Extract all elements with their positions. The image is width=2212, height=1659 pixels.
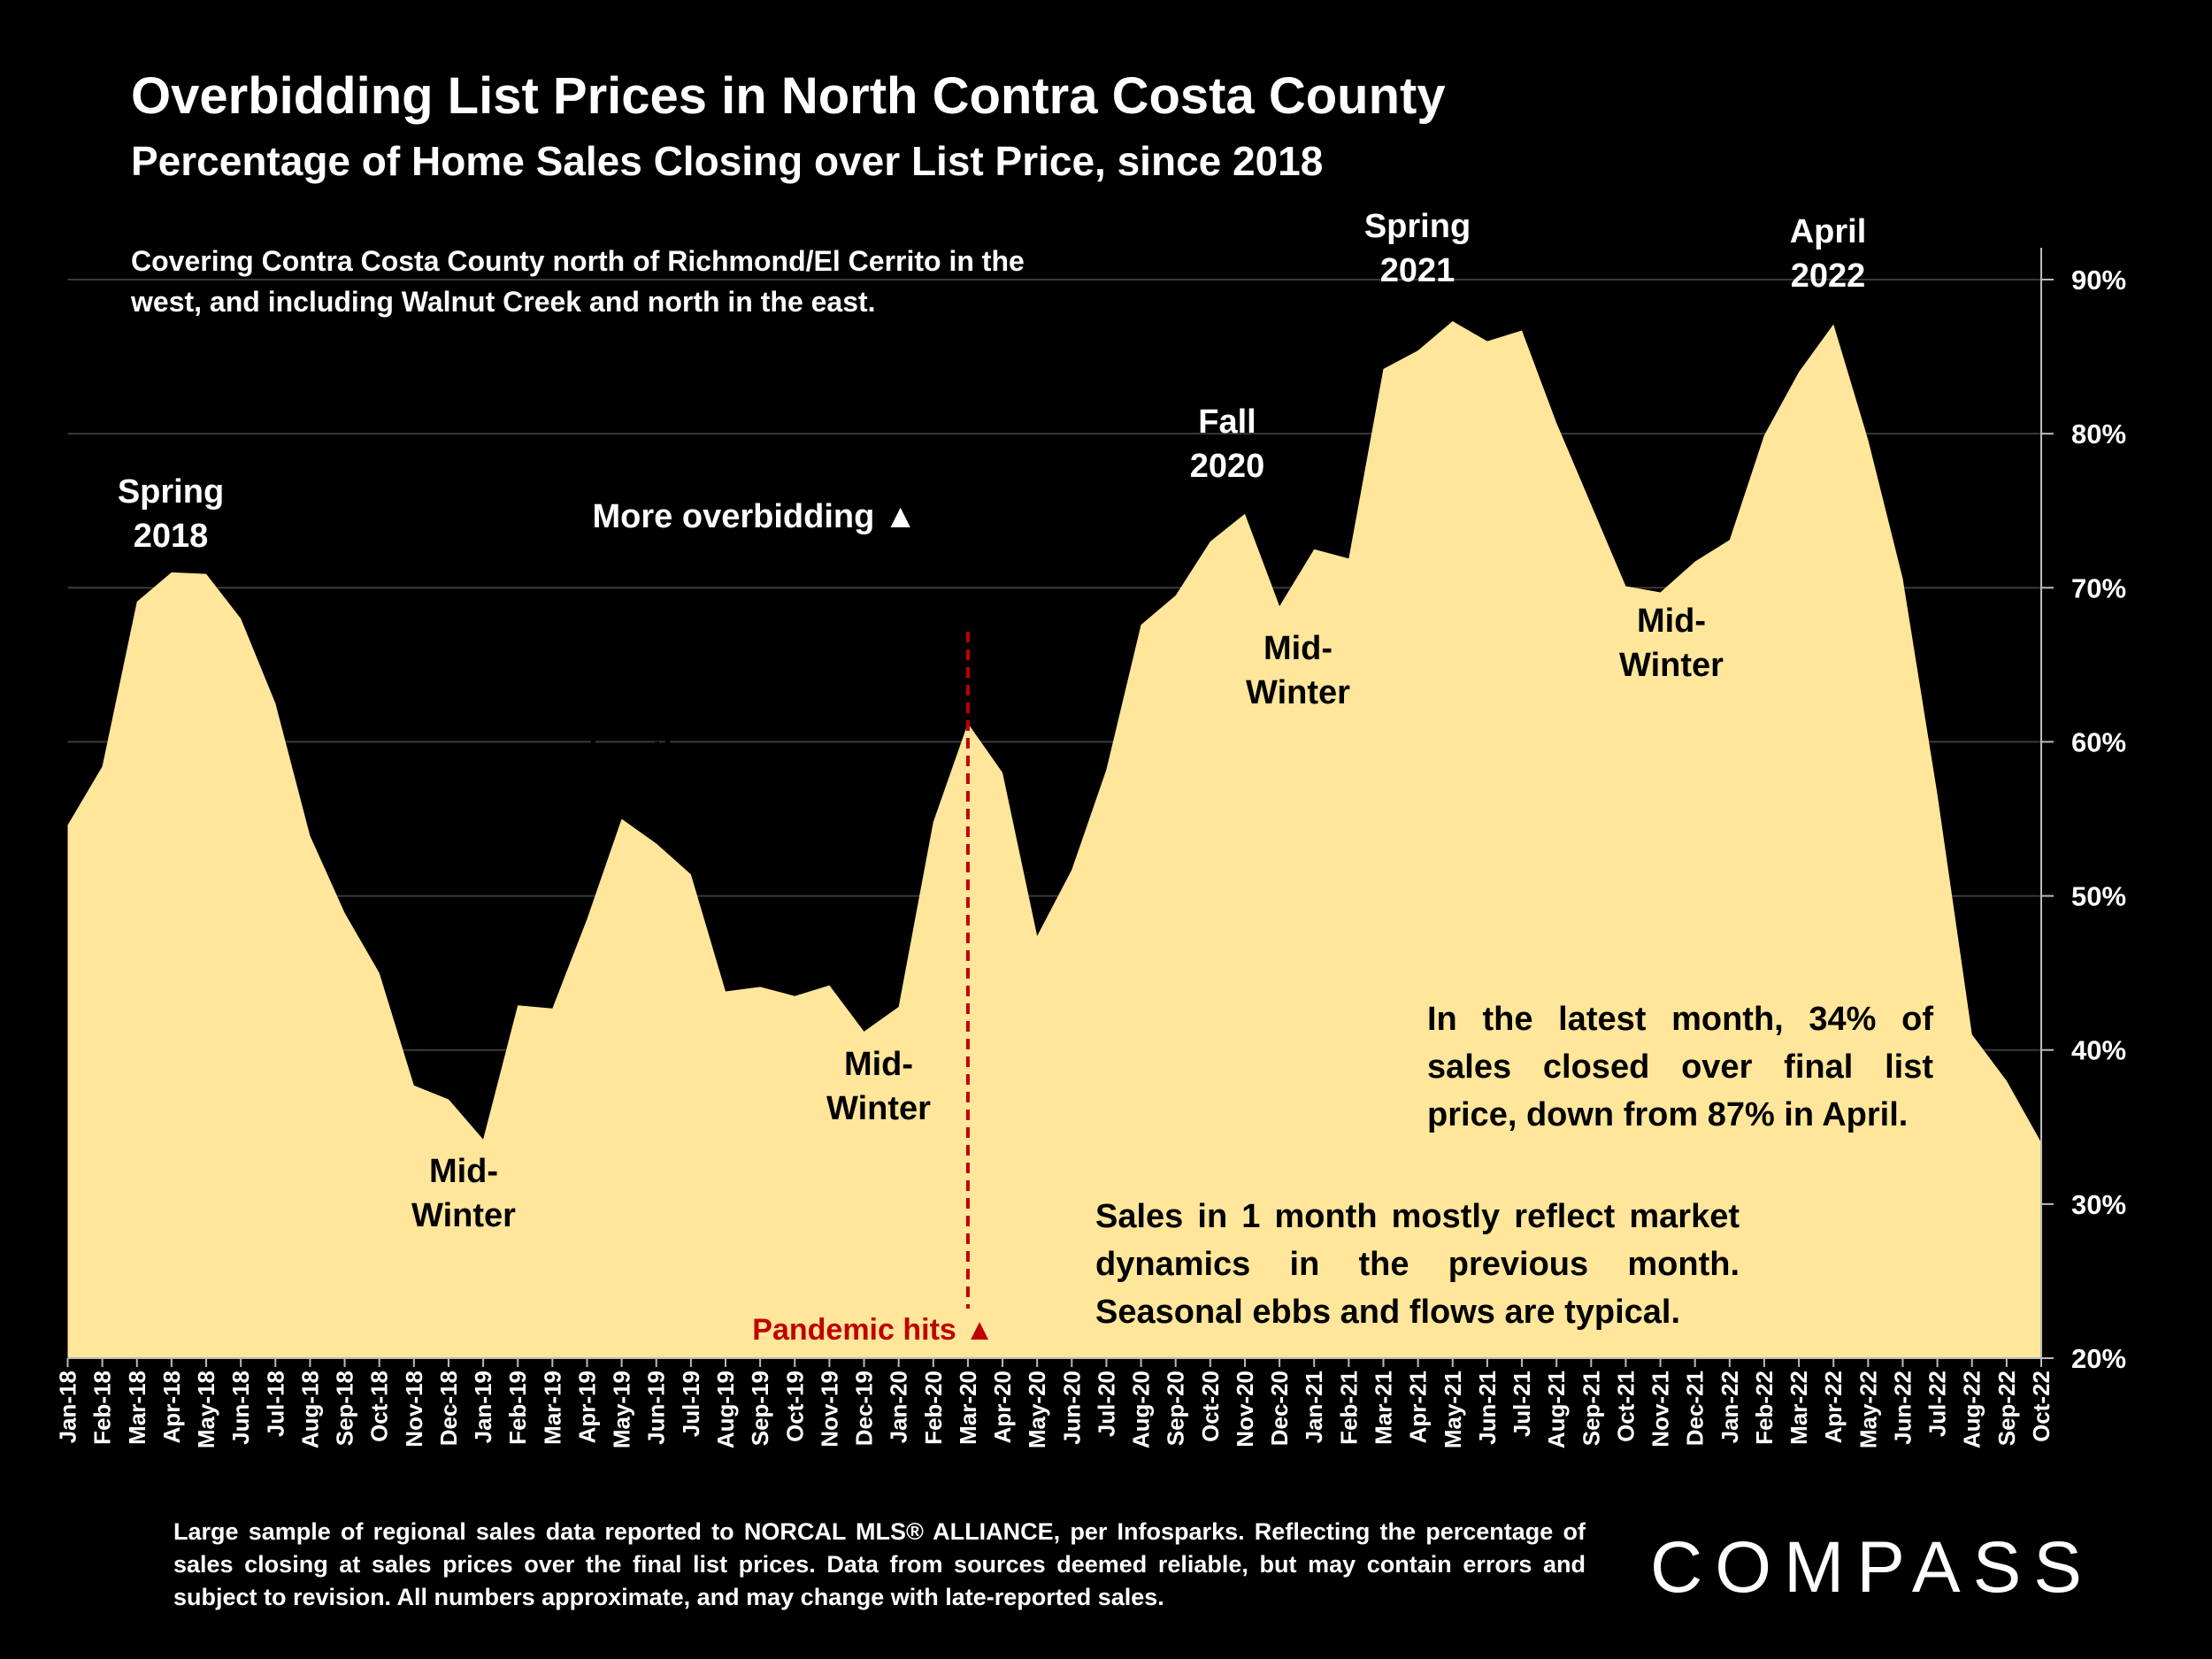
x-tick-label: Sep-21	[1578, 1371, 1604, 1446]
x-tick-label: Aug-20	[1128, 1371, 1155, 1448]
x-tick-label: Apr-18	[158, 1371, 185, 1443]
annotation: Mid-	[844, 1046, 913, 1083]
annotation: 2018	[134, 518, 209, 555]
x-tick-label: May-18	[193, 1371, 219, 1448]
x-tick-label: Jan-18	[55, 1371, 81, 1443]
y-tick-label: 20%	[2071, 1343, 2126, 1374]
x-tick-label: Jul-19	[678, 1371, 704, 1437]
x-tick-label: Jan-20	[886, 1371, 912, 1443]
annotation: Winter	[411, 1197, 516, 1234]
x-tick-label: Mar-22	[1786, 1371, 1812, 1445]
x-tick-label: Sep-22	[1993, 1371, 2020, 1446]
x-tick-label: Apr-19	[573, 1371, 600, 1443]
x-tick-label: Jun-20	[1058, 1371, 1085, 1445]
x-tick-label: Nov-18	[401, 1371, 427, 1448]
annotation: 2021	[1380, 252, 1455, 289]
x-tick-label: Oct-21	[1612, 1371, 1639, 1442]
seasonal-note: Sales in 1 month mostly reflect market d…	[1095, 1198, 1740, 1331]
x-tick-label: Jul-20	[1093, 1371, 1119, 1437]
x-tick-label: Feb-22	[1751, 1371, 1778, 1445]
chart-title: Overbidding List Prices in North Contra …	[131, 67, 1446, 125]
y-tick-label: 90%	[2071, 265, 2126, 296]
x-tick-label: Jan-22	[1717, 1371, 1743, 1443]
x-tick-label: Feb-20	[920, 1371, 947, 1445]
annotation: Spring	[118, 473, 224, 511]
annotation: April	[1790, 213, 1867, 250]
x-tick-label: May-21	[1440, 1371, 1466, 1448]
x-tick-label: Jun-22	[1889, 1371, 1916, 1445]
annotation: Mid-	[1263, 630, 1333, 667]
x-tick-label: Feb-18	[89, 1371, 116, 1445]
x-tick-label: Dec-18	[435, 1371, 462, 1446]
x-tick-label: Jun-18	[227, 1371, 254, 1445]
x-tick-label: Aug-21	[1543, 1371, 1570, 1448]
x-tick-label: Apr-22	[1820, 1371, 1847, 1443]
annotation: 2020	[1190, 448, 1265, 485]
y-tick-label: 50%	[2071, 881, 2126, 912]
latest-note: In the latest month, 34% of sales closed…	[1427, 1001, 1933, 1133]
area	[67, 321, 2041, 1359]
x-tick-label: Sep-20	[1163, 1371, 1189, 1446]
y-tick-label: 80%	[2071, 419, 2126, 449]
y-tick-label: 40%	[2071, 1035, 2126, 1066]
x-tick-label: May-22	[1855, 1371, 1881, 1448]
annotation: Mid-	[429, 1153, 498, 1190]
x-tick-label: Mar-20	[955, 1371, 981, 1445]
y-tick-label: 70%	[2071, 572, 2126, 603]
x-tick-label: Aug-18	[296, 1371, 323, 1448]
pandemic-label: Pandemic hits ▲	[752, 1313, 995, 1347]
x-tick-label: Jun-19	[643, 1371, 670, 1445]
annotation: 2019	[582, 755, 657, 792]
x-tick-label: Feb-21	[1335, 1371, 1362, 1445]
y-tick-label: 60%	[2071, 726, 2126, 757]
x-tick-label: Oct-19	[781, 1371, 808, 1442]
x-tick-label: Jun-21	[1474, 1371, 1501, 1445]
annotation: More overbidding ▲	[593, 498, 918, 535]
x-tick-label: Oct-22	[2028, 1371, 2055, 1442]
annotation: 2022	[1791, 257, 1866, 295]
x-tick-label: Mar-18	[124, 1371, 150, 1445]
x-tick-label: May-20	[1024, 1371, 1050, 1448]
x-tick-label: Mar-21	[1371, 1371, 1397, 1445]
x-tick-label: Oct-18	[366, 1371, 393, 1442]
x-tick-label: May-19	[609, 1371, 635, 1448]
x-tick-label: Aug-19	[712, 1371, 739, 1448]
x-tick-label: Apr-21	[1405, 1371, 1432, 1443]
x-tick-label: Jan-21	[1301, 1371, 1327, 1443]
x-tick-label: Sep-18	[332, 1371, 358, 1446]
annotation: Winter	[1619, 647, 1724, 684]
x-tick-label: Oct-20	[1197, 1371, 1224, 1442]
logo: COMPASS	[1650, 1527, 2094, 1608]
x-tick-label: Dec-21	[1682, 1371, 1709, 1446]
annotation: Fall	[1198, 403, 1256, 441]
annotation: Mid-	[1637, 603, 1706, 640]
coverage-note: Covering Contra Costa County north of Ri…	[131, 245, 1025, 318]
x-tick-label: Dec-19	[851, 1371, 878, 1446]
x-tick-label: Mar-19	[539, 1371, 565, 1445]
x-tick-label: Aug-22	[1959, 1371, 1985, 1448]
x-tick-label: Nov-21	[1647, 1371, 1674, 1448]
x-tick-label: Jul-21	[1509, 1371, 1535, 1437]
x-tick-label: Dec-20	[1266, 1371, 1293, 1446]
x-tick-label: Jul-22	[1924, 1371, 1951, 1437]
x-tick-label: Feb-19	[504, 1371, 531, 1445]
annotation: Winter	[1246, 674, 1350, 711]
annotation: Winter	[826, 1090, 931, 1127]
y-tick-label: 30%	[2071, 1189, 2126, 1220]
x-tick-label: Nov-20	[1232, 1371, 1258, 1448]
x-tick-label: Sep-19	[747, 1371, 773, 1446]
annotation: Spring	[566, 710, 672, 748]
x-tick-label: Nov-19	[816, 1371, 842, 1448]
x-tick-label: Jan-19	[470, 1371, 496, 1443]
footnote: Large sample of regional sales data repo…	[173, 1518, 1586, 1610]
x-tick-label: Apr-20	[989, 1371, 1016, 1443]
x-tick-label: Jul-18	[262, 1371, 288, 1437]
chart-subtitle: Percentage of Home Sales Closing over Li…	[131, 138, 1323, 184]
annotation: Spring	[1364, 208, 1471, 245]
